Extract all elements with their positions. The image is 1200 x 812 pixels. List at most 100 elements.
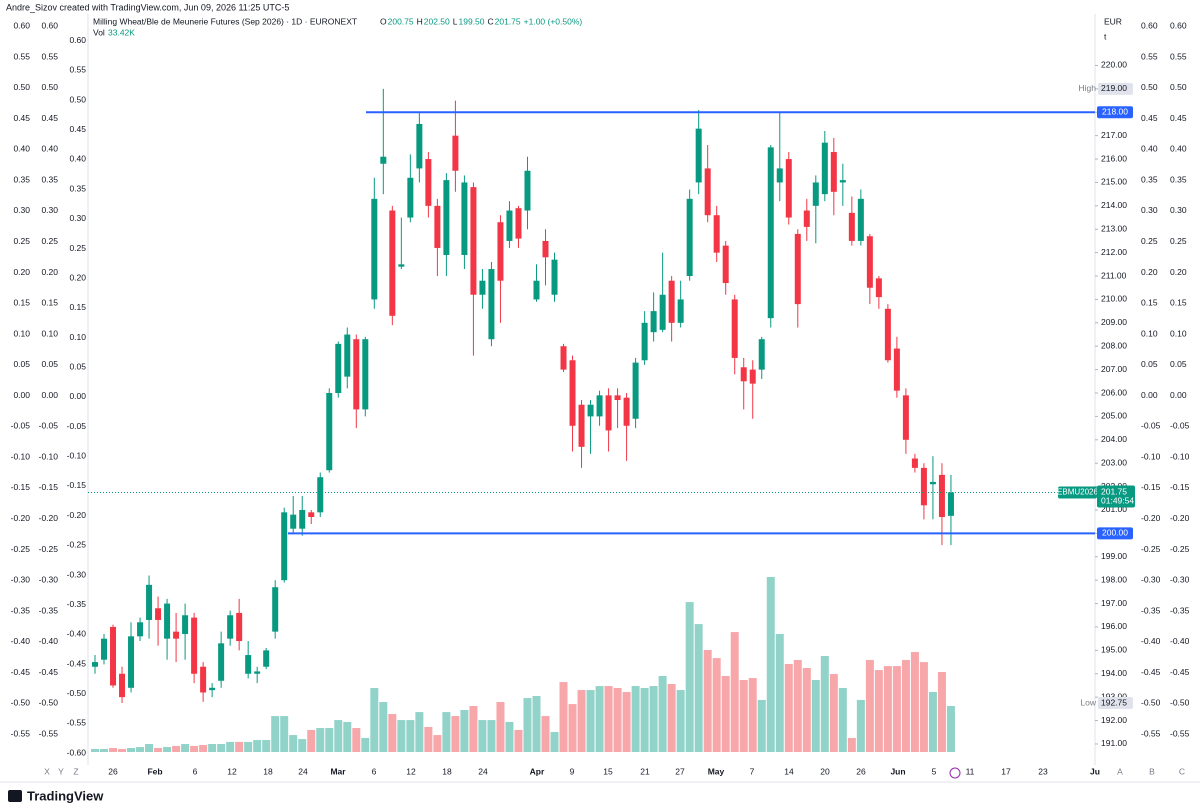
candle-body <box>398 264 405 267</box>
x-tick-label: 12 <box>227 766 237 776</box>
candle-body <box>380 156 387 164</box>
x-tick-label: 18 <box>263 766 273 776</box>
level-badge <box>1097 527 1133 540</box>
inner-tick-label: -0.35 <box>67 599 87 609</box>
volume-bar <box>244 741 253 752</box>
volume-bar <box>820 656 829 752</box>
side-tick-label: -0.45 <box>1141 667 1161 677</box>
volume-bar <box>784 664 793 752</box>
volume-bar <box>208 744 217 752</box>
candle-body <box>362 339 369 410</box>
side-tick-label: -0.50 <box>11 698 31 708</box>
volume-bar <box>811 679 820 752</box>
inner-tick-label: 0.05 <box>69 361 86 371</box>
side-tick-label: -0.35 <box>11 605 31 615</box>
inner-tick-label: -0.25 <box>67 540 87 550</box>
volume-bar <box>442 712 451 752</box>
side-tick-label: -0.35 <box>39 605 59 615</box>
volume-bar <box>703 649 712 752</box>
volume-bar <box>568 704 577 752</box>
candle-body <box>497 222 504 281</box>
volume-bar <box>658 675 667 752</box>
level-badge <box>1097 106 1133 119</box>
price-tick-label: 195.00 <box>1101 645 1127 655</box>
candle-body <box>506 210 513 241</box>
candle-body <box>236 612 243 642</box>
legend-key: C <box>488 16 494 26</box>
candle-body <box>119 673 126 698</box>
volume-bar <box>640 687 649 752</box>
side-tick-label: 0.20 <box>41 267 58 277</box>
inner-tick-label: 0.50 <box>69 94 86 104</box>
side-tick-label: 0.40 <box>41 144 58 154</box>
volume-value: 33.42K <box>108 27 135 37</box>
candle-body <box>416 123 423 169</box>
volume-bar <box>856 699 865 752</box>
side-tick-label: 0.55 <box>13 51 30 61</box>
side-tick-label: 0.10 <box>13 328 30 338</box>
candle-body <box>371 198 378 300</box>
candle-body <box>281 512 288 581</box>
side-tick-label: 0.50 <box>1170 82 1187 92</box>
volume-bar <box>433 735 442 752</box>
price-tick-label: 211.00 <box>1101 270 1127 280</box>
volume-bar <box>883 666 892 752</box>
x-tick-label: 17 <box>1001 766 1011 776</box>
candle-body <box>515 208 522 239</box>
watermark: Andre_Sizov created with TradingView.com… <box>6 2 289 12</box>
volume-bar <box>631 686 640 752</box>
event-icon[interactable] <box>949 767 961 779</box>
side-tick-label: -0.45 <box>1170 667 1190 677</box>
side-tick-label: 0.05 <box>41 359 58 369</box>
side-tick-label: 0.30 <box>13 205 30 215</box>
volume-bar <box>325 728 334 752</box>
price-tick-label: 209.00 <box>1101 317 1127 327</box>
inner-tick-label: -0.50 <box>67 688 87 698</box>
candle-body <box>722 245 729 284</box>
x-tick-label: 14 <box>784 766 794 776</box>
inner-tick-label: -0.10 <box>67 451 87 461</box>
candle-body <box>614 395 621 401</box>
x-tick-label: 26 <box>108 766 118 776</box>
low-marker-value: 192.75 <box>1101 697 1127 707</box>
price-tick-label: 208.00 <box>1101 340 1127 350</box>
volume-bar <box>910 652 919 752</box>
inner-tick-label: -0.20 <box>67 510 87 520</box>
volume-bar <box>172 745 181 752</box>
side-tick-label: -0.30 <box>1170 575 1190 585</box>
side-tick-label: 0.30 <box>41 205 58 215</box>
volume-bar <box>559 682 568 752</box>
volume-bar <box>676 690 685 752</box>
price-tick-label: 214.00 <box>1101 200 1127 210</box>
price-tick-label: 197.00 <box>1101 598 1127 608</box>
side-tick-label: -0.25 <box>1170 544 1190 554</box>
candle-body <box>326 393 333 471</box>
candle-body <box>677 299 684 323</box>
volume-bar <box>181 744 190 752</box>
volume-bar <box>298 739 307 752</box>
candle-body <box>245 655 252 674</box>
candle-body <box>290 514 297 529</box>
side-tick-label: -0.30 <box>11 575 31 585</box>
volume-bar <box>289 735 298 752</box>
inner-tick-label: 0.40 <box>69 154 86 164</box>
corner-label: C <box>1179 766 1185 776</box>
volume-bar <box>595 686 604 752</box>
price-tick-label: 216.00 <box>1101 153 1127 163</box>
volume-bar <box>937 672 946 752</box>
corner-label: B <box>1149 766 1155 776</box>
volume-bar <box>541 716 550 752</box>
volume-bar <box>523 698 532 752</box>
candle-body <box>785 159 792 218</box>
volume-bar <box>766 577 775 752</box>
inner-tick-label: 0.45 <box>69 124 86 134</box>
volume-bar <box>235 741 244 752</box>
inner-tick-label: 0.30 <box>69 213 86 223</box>
x-tick-label: 9 <box>570 766 575 776</box>
side-tick-label: -0.35 <box>1170 605 1190 615</box>
candle-body <box>191 617 198 674</box>
side-tick-label: -0.15 <box>11 482 31 492</box>
side-tick-label: -0.25 <box>39 544 59 554</box>
price-tick-label: 196.00 <box>1101 621 1127 631</box>
volume-bar <box>262 740 271 752</box>
